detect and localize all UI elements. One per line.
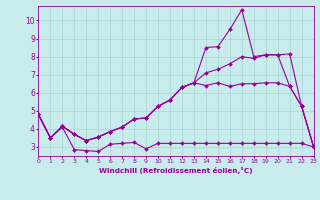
X-axis label: Windchill (Refroidissement éolien,°C): Windchill (Refroidissement éolien,°C): [99, 167, 253, 174]
